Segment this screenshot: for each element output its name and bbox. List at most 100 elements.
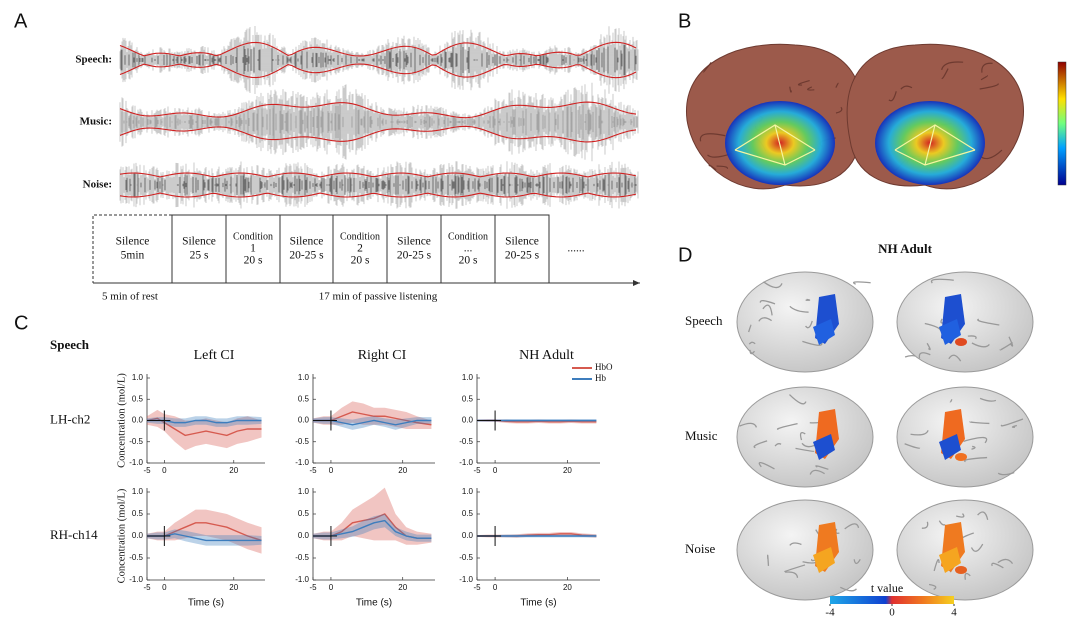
row-label: Speech [685,313,723,328]
sulcus [758,461,775,470]
activation [813,319,835,345]
colorbar-tick-label: 4 [951,607,957,619]
timeline-text: ...... [567,243,584,255]
x-axis-label: Time (s) [188,598,224,609]
timeline-text: 5min [121,250,145,262]
brain [736,499,874,601]
subplot: -1.0 -0.5 0.0 0.5 1.0 -5 0 20 Time (s) [129,487,265,609]
channel-lines [734,124,816,166]
gyrus [699,133,726,142]
sulcus [805,298,811,301]
timeline-text: Silence [116,236,150,248]
sulcus [749,349,756,355]
panel-label: D [678,244,692,266]
timeline-text: 20 s [351,255,370,267]
timeline-text: 20 s [459,255,478,267]
x-tick-label: 0 [329,466,334,475]
timeline-text: Condition [340,231,380,242]
sulcus [904,354,916,358]
gyrus [797,79,810,86]
activation [955,453,967,461]
row-label: Noise [685,541,716,556]
timeline-text: Condition [448,231,488,242]
y-axis-label: Concentration (mol/L) [116,488,127,583]
sulcus [763,281,783,289]
waveform-core [121,103,638,141]
row-label: Noise: [83,179,112,191]
gyrus [789,86,792,93]
onset-marker [477,526,502,546]
gyrus [888,91,897,102]
sulcus [852,281,871,285]
y-tick-label: 1.0 [298,487,310,496]
y-tick-label: -0.5 [459,553,473,562]
subplot: -1.0 -0.5 0.0 0.5 1.0 -5 0 20 Time (s) [459,487,600,609]
y-tick-label: 0.5 [132,509,144,518]
sulcus [970,543,984,552]
colorbar-label: t value [871,581,903,595]
onset-marker [147,410,171,431]
sulcus [964,572,971,580]
y-tick-label: 1.0 [462,487,474,496]
brain [736,271,874,373]
y-tick-label: 0.0 [462,531,474,540]
caption: 5 min of rest [102,291,158,303]
timeline-text: 20 s [244,255,263,267]
sulcus [784,564,806,573]
y-tick-label: 0.0 [132,416,144,425]
mean-line [146,417,262,437]
y-tick-label: 0.5 [462,509,474,518]
row-label: Music [685,428,718,443]
sulcus [774,443,782,447]
gyrus [716,165,729,170]
timeline-text: Condition [233,231,273,242]
y-tick-label: 1.0 [132,487,144,496]
colorbar [1057,61,1067,186]
x-tick-label: 0 [493,583,498,592]
x-tick-label: 0 [162,583,167,592]
envelope [119,125,637,143]
y-tick-label: -0.5 [295,437,309,446]
sulcus [739,422,758,428]
y-tick-label: -1.0 [459,458,473,467]
sulcus [928,583,937,591]
activation [939,547,961,573]
sulcus [799,432,806,441]
x-tick-label: 0 [329,583,334,592]
sulcus [789,305,809,313]
y-tick-label: 0.0 [132,531,144,540]
timeline-text: ... [464,243,473,255]
gyrus [941,61,964,71]
timeline-text: 25 s [190,250,209,262]
colorbar-tick-label: -4 [825,607,835,619]
sulcus [977,511,989,520]
sulcus [1011,424,1018,428]
sulcus [964,456,988,463]
legend-label: HbO [595,362,613,372]
envelope [119,192,637,198]
sulcus [748,341,756,345]
envelope [119,63,637,79]
waveform-core [125,173,637,197]
sulcus [969,421,990,425]
x-tick-label: -5 [309,466,317,475]
activation [813,547,835,573]
brain [896,271,1034,373]
sulcus [930,278,954,284]
x-tick-label: -5 [473,466,481,475]
activation [955,566,967,574]
y-tick-label: -1.0 [295,458,309,467]
column-title: Left CI [194,348,235,363]
sulcus [1008,336,1014,347]
sulcus [840,586,857,592]
y-tick-label: 0.0 [298,416,310,425]
onset-marker [313,526,337,546]
row-label: LH-ch2 [50,411,90,426]
waveform-core [120,44,637,76]
panel-label: A [14,10,28,32]
sulcus [904,443,921,449]
colorbar-tick-label: 0 [889,607,895,619]
panel-label: B [678,10,691,32]
column-title: NH Adult [519,348,574,363]
panel-title: NH Adult [878,241,932,256]
